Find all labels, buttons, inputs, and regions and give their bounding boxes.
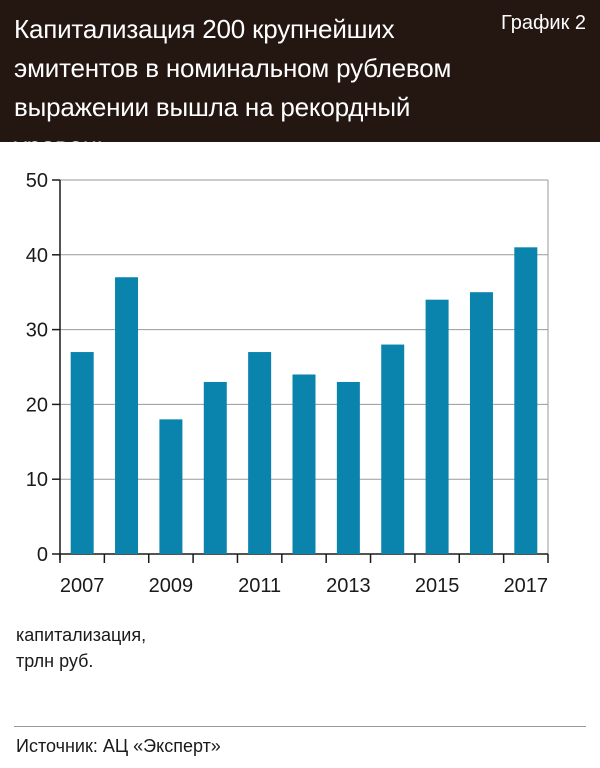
bar-2013 xyxy=(336,381,360,554)
y-tick-label: 0 xyxy=(37,544,48,566)
y-tick-label: 10 xyxy=(26,469,48,491)
y-axis-unit-label: капитализация, трлн руб. xyxy=(16,625,147,671)
bar-2009 xyxy=(159,419,183,554)
x-tick-label: 2013 xyxy=(326,575,371,597)
bar-2010 xyxy=(203,381,227,554)
bar-2016 xyxy=(469,292,493,554)
y-tick-label: 30 xyxy=(26,320,48,342)
bar-chart: 0 10 20 30 40 50 2007 2009 2011 2013 2015 2017 xyxy=(26,170,549,597)
chart-number-badge: График 2 xyxy=(500,12,586,34)
x-tick-label: 2011 xyxy=(238,575,281,597)
bar-2011 xyxy=(248,352,272,554)
x-tick-label: 2017 xyxy=(504,575,549,597)
footer-divider xyxy=(14,726,586,727)
bar-2007 xyxy=(70,352,94,554)
x-tick-label: 2009 xyxy=(149,575,194,597)
y-tick-label: 50 xyxy=(26,170,48,192)
y-tick-label: 40 xyxy=(26,245,48,267)
y-tick-label: 20 xyxy=(26,394,48,416)
chart-title: Капитализация 200 крупнейших эмитентов в… xyxy=(14,14,452,161)
bar-2014 xyxy=(381,344,405,554)
chart-header: Капитализация 200 крупнейших эмитентов в… xyxy=(0,0,600,161)
bar-2017 xyxy=(514,247,538,554)
bar-2015 xyxy=(425,299,449,554)
x-tick-label: 2007 xyxy=(60,575,105,597)
bar-2012 xyxy=(292,374,316,554)
bar-2008 xyxy=(115,277,139,554)
x-tick-label: 2015 xyxy=(415,575,460,597)
source-note: Источник: АЦ «Эксперт» xyxy=(16,736,221,756)
